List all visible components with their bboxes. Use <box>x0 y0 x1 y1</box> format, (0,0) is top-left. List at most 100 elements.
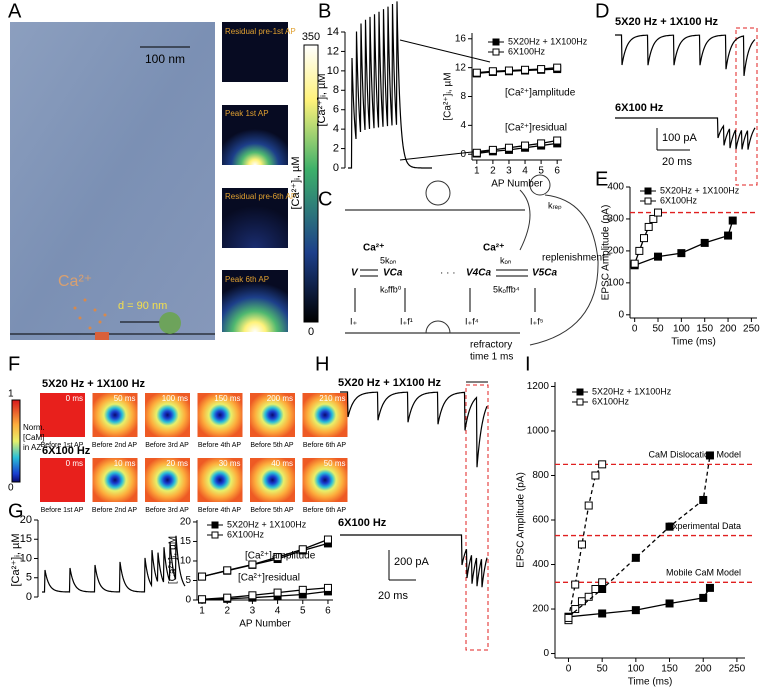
heatmap <box>302 458 348 502</box>
label: 5X20 Hz + 1X100 Hz <box>615 16 719 28</box>
marker <box>223 566 232 575</box>
diagram-label: · · · <box>440 268 456 279</box>
legend-label: 5X20Hz + 1X100Hz <box>227 519 307 529</box>
label: [Ca²⁺]ᵢ, µM <box>290 157 302 210</box>
legend-marker <box>211 531 219 539</box>
legend-marker <box>576 388 584 396</box>
label: Norm. <box>23 423 45 432</box>
y-tick-label: 1200 <box>527 381 550 392</box>
x-tick-label: 2 <box>224 606 230 617</box>
x-tick-label: 200 <box>695 664 712 675</box>
marker <box>223 593 232 602</box>
time-label: 100 ms <box>162 394 188 403</box>
panel-letter: B <box>318 0 331 22</box>
time-label: 50 ms <box>114 394 136 403</box>
legend-marker <box>492 38 500 46</box>
x-tick-label: 50 <box>597 664 609 675</box>
marker <box>584 501 593 510</box>
axis-label: Time (ms) <box>628 677 673 688</box>
x-tick-label: 250 <box>743 324 760 335</box>
epsc-trace <box>340 391 488 468</box>
marker <box>521 65 530 74</box>
annotation: [Ca²⁺]amplitude <box>505 88 576 99</box>
heatmap <box>92 393 138 437</box>
label: 350 <box>302 31 320 43</box>
marker <box>537 65 546 74</box>
diagram-label: I₊ <box>350 316 358 326</box>
label: 100 pA <box>662 132 698 144</box>
marker <box>654 208 663 217</box>
reference-label: CaM Dislocation Model <box>648 450 741 460</box>
panel-letter: A <box>8 0 22 22</box>
marker <box>665 599 674 608</box>
marker <box>591 585 600 593</box>
y-tick-label: 0 <box>543 648 549 659</box>
calcium-trace <box>348 1 432 169</box>
x-tick-label: 4 <box>275 606 281 617</box>
diagram-label: 5kₒₙ <box>380 255 397 265</box>
axis-label: AP Number <box>491 179 543 190</box>
diagram-label: V5Ca <box>532 268 557 279</box>
y-tick-label: 4 <box>333 123 339 135</box>
marker <box>705 451 714 460</box>
marker <box>323 535 332 544</box>
y-tick-label: 0 <box>333 162 339 174</box>
axis-label: AP Number <box>239 619 291 630</box>
legend-label: 5X20Hz + 1X100Hz <box>508 36 588 46</box>
y-tick-label: 10 <box>20 552 32 564</box>
axis-label: EPSC Amplitude (pA) <box>601 205 612 301</box>
time-label: 150 ms <box>214 394 240 403</box>
marker <box>598 609 607 618</box>
marker <box>198 572 207 581</box>
axis-label: Time (ms) <box>671 337 716 348</box>
epsc-trace <box>340 534 488 588</box>
label: [CaM] <box>23 433 44 442</box>
time-label: 40 ms <box>271 459 293 468</box>
x-tick-label: 100 <box>628 664 645 675</box>
marker <box>677 249 686 258</box>
label: in AZ <box>23 443 41 452</box>
diagram-label: V <box>351 268 359 279</box>
marker <box>598 585 607 593</box>
marker <box>665 522 674 531</box>
y-tick-label: 600 <box>532 515 549 526</box>
caption: Before 1st AP <box>41 442 84 449</box>
diagram-label: VCa <box>383 268 403 279</box>
marker <box>298 585 307 594</box>
legend-label: 6X100Hz <box>592 396 630 406</box>
diagram-label: kₒₙ <box>500 255 512 265</box>
panel-letter: C <box>318 188 332 210</box>
caption: Before 3rd AP <box>145 442 189 449</box>
marker <box>631 553 640 562</box>
label: 1 <box>8 389 14 400</box>
calcium-dots <box>73 298 107 330</box>
y-tick-label: 0 <box>26 591 32 603</box>
marker <box>564 613 573 622</box>
marker <box>553 63 562 72</box>
legend-label: 6X100Hz <box>508 46 546 56</box>
epsc-trace <box>615 34 756 76</box>
y-tick-label: 0 <box>185 595 191 606</box>
snapshot-label: Peak 6th AP <box>225 275 269 284</box>
heatmap <box>302 393 348 437</box>
reference-label: Experimental Data <box>667 521 741 531</box>
marker <box>553 136 562 145</box>
marker <box>591 471 600 480</box>
label: 20 ms <box>378 590 408 602</box>
legend-label: 5X20Hz + 1X100Hz <box>660 185 740 195</box>
marker <box>198 595 207 604</box>
annotation: [Ca²⁺]amplitude <box>245 551 316 562</box>
panel-letter: I <box>525 353 531 375</box>
label: 0 <box>308 326 314 338</box>
series-line <box>476 142 558 155</box>
caption: Before 5th AP <box>250 507 294 514</box>
marker <box>488 145 497 154</box>
x-tick-label: 3 <box>250 606 256 617</box>
caption: Before 4th AP <box>198 507 242 514</box>
axis-label: [Ca²⁺]ᵢ, µM <box>168 536 179 584</box>
label: 5X20 Hz + 1X100 Hz <box>338 377 442 389</box>
zoom-line <box>399 39 491 63</box>
heatmap <box>145 393 190 437</box>
marker <box>537 139 546 148</box>
